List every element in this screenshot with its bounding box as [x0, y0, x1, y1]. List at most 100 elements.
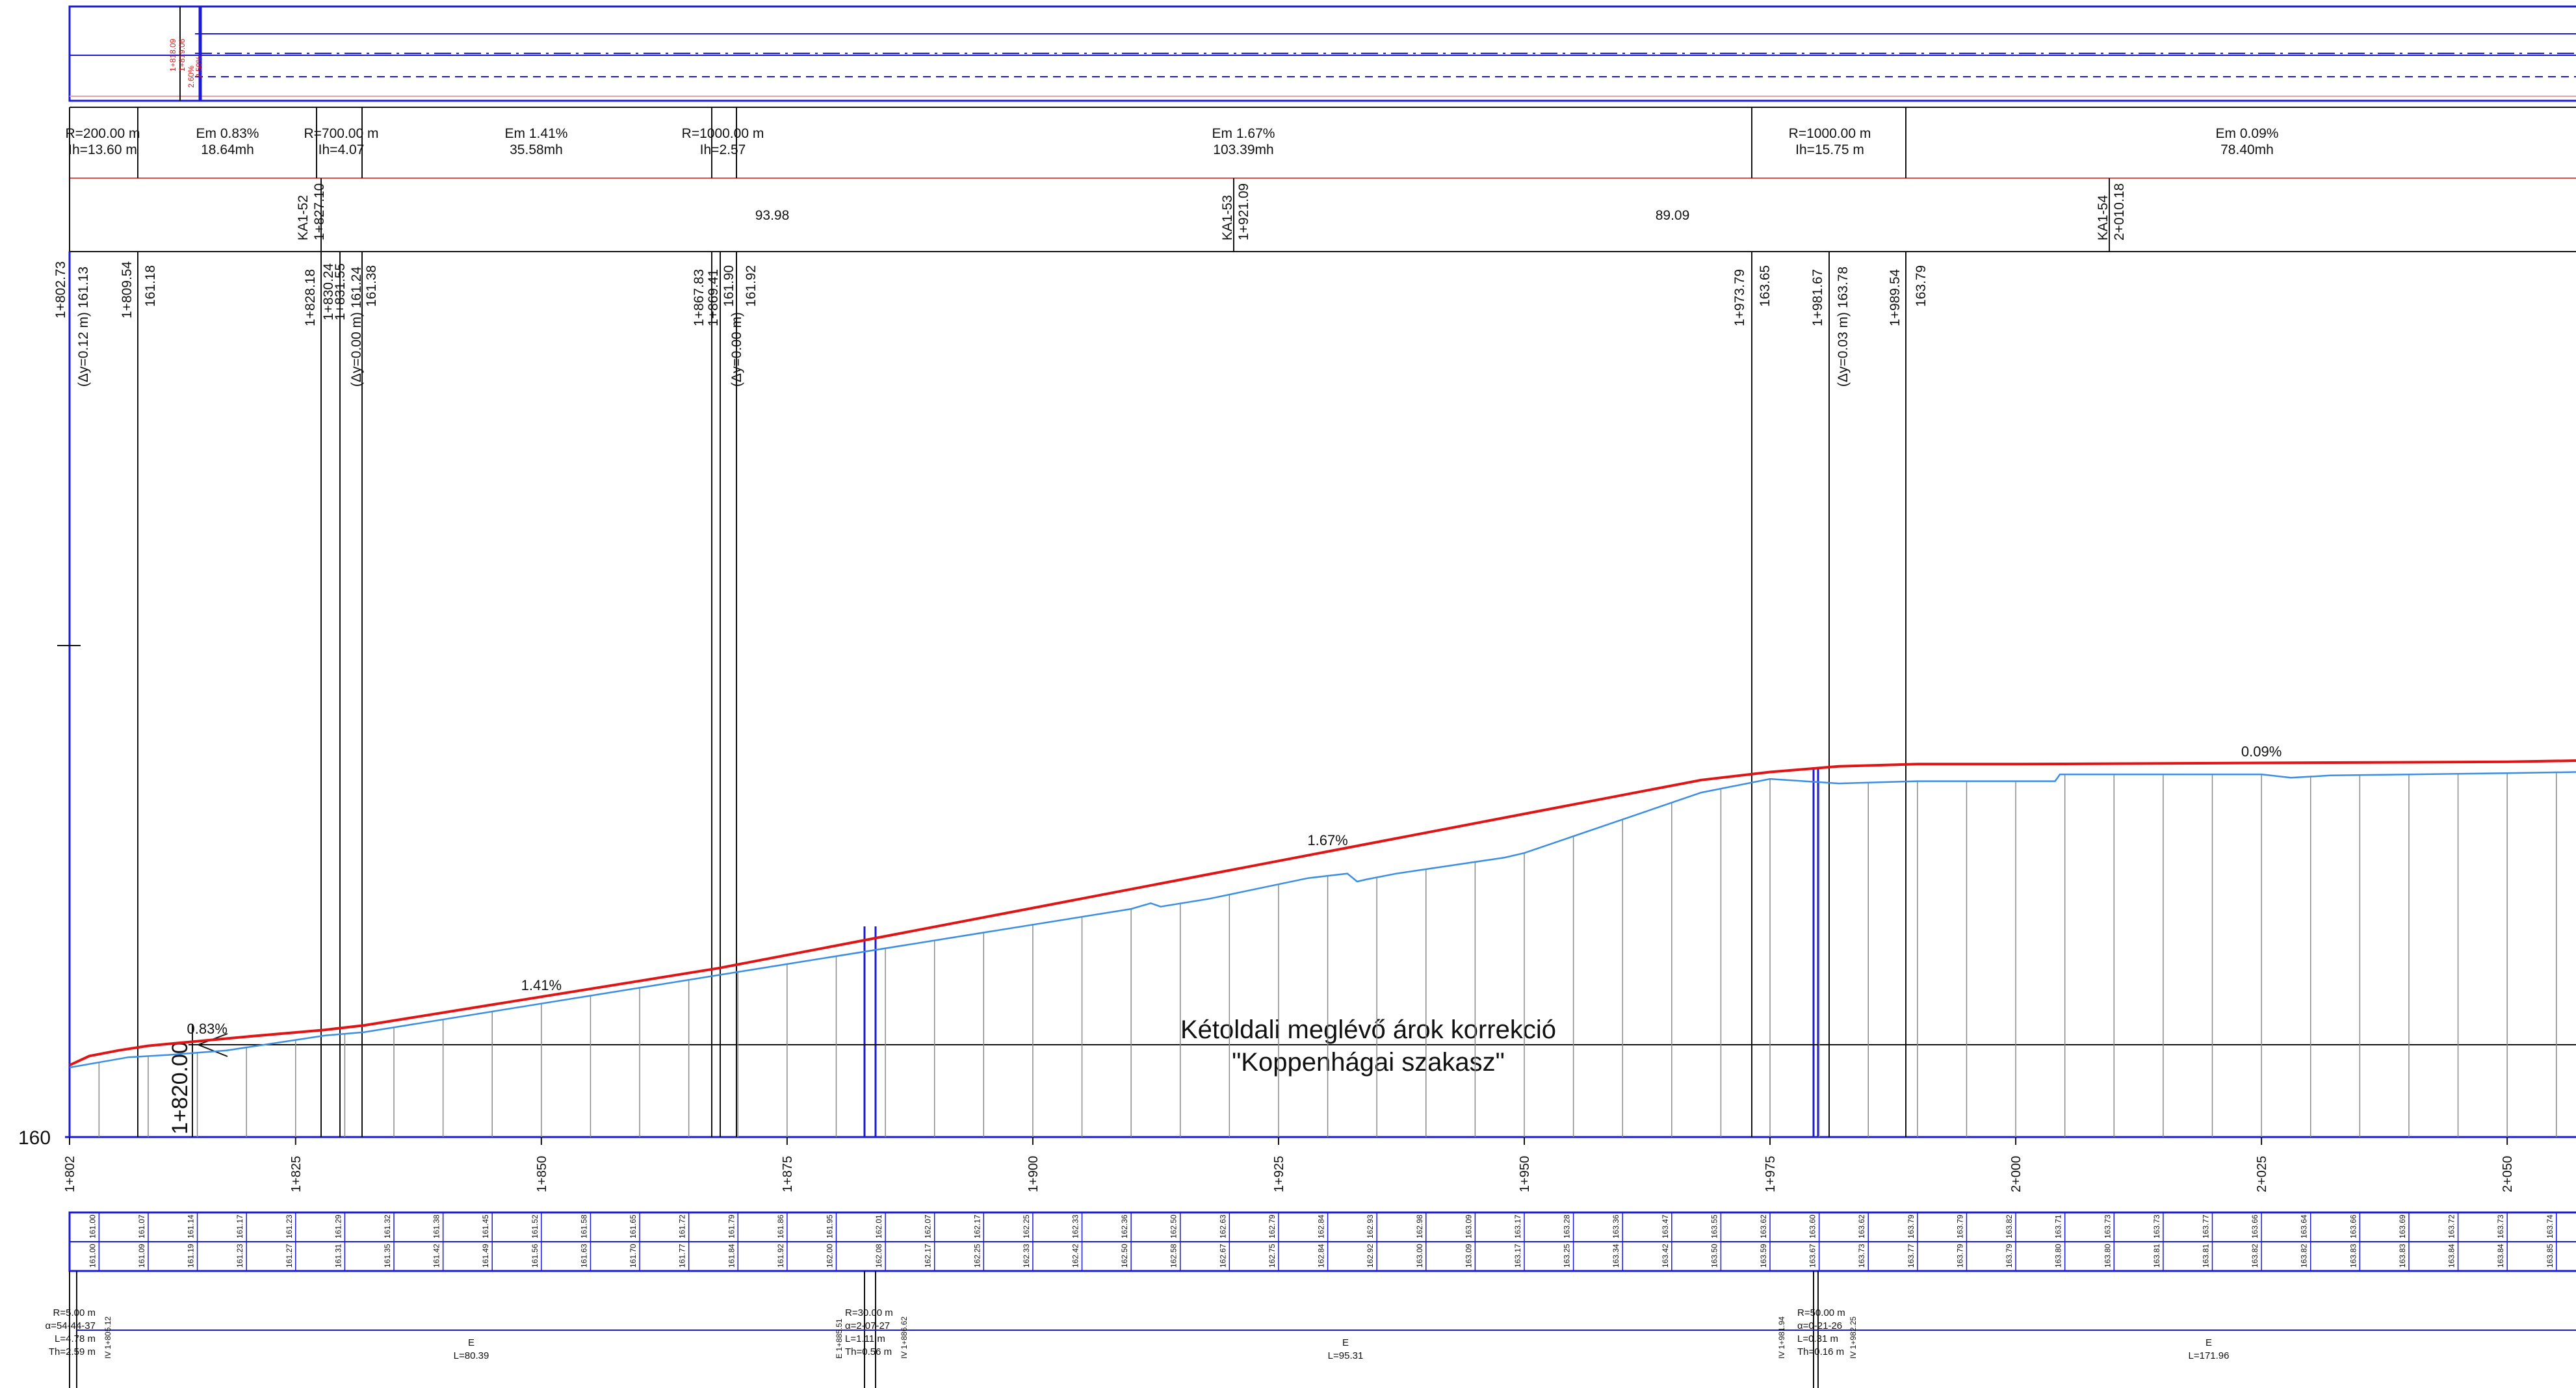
vc-mh: 35.58mh — [510, 142, 563, 157]
grade-labels: 0.83% 1.41% 1.67% 0.09% — [187, 744, 2282, 1038]
band-value-terrain: 162.92 — [1366, 1244, 1375, 1268]
x-tick-label: 1+975 — [1763, 1156, 1778, 1192]
vc-ih: Ih=2.57 — [700, 142, 746, 157]
vc-mh: 103.39mh — [1213, 142, 1273, 157]
vc-radius: R=1000.00 m — [682, 126, 764, 141]
design-grade-line — [69, 759, 2576, 1067]
vc-radius: R=200.00 m — [66, 126, 140, 141]
band-value-terrain: 163.42 — [1661, 1244, 1670, 1268]
band-value-design: 161.00 — [88, 1214, 97, 1238]
point-label: 1+802.73 — [53, 261, 68, 319]
band-value-terrain: 163.80 — [2054, 1244, 2063, 1268]
band-value-terrain: 163.59 — [1759, 1244, 1768, 1268]
band-value-design: 163.73 — [2152, 1214, 2161, 1238]
top-marker-text: 2.50% — [194, 56, 203, 78]
hc-radius: R=5.00 m — [53, 1307, 96, 1318]
point-label: 163.65 — [1758, 265, 1773, 307]
structure-station: 1+827.10 — [312, 183, 327, 241]
band-value-design: 163.77 — [2202, 1214, 2211, 1238]
band-value-design: 162.36 — [1120, 1214, 1129, 1238]
band-value-terrain: 161.92 — [776, 1244, 785, 1268]
band-value-design: 163.69 — [2398, 1214, 2407, 1238]
hc-length: L=4.78 m — [55, 1333, 96, 1344]
section-note-name: "Koppenhágai szakasz" — [1232, 1048, 1505, 1077]
band-value-design: 161.58 — [579, 1214, 588, 1238]
band-value-design: 161.14 — [187, 1214, 196, 1238]
band-value-terrain: 161.00 — [88, 1244, 97, 1268]
hc-length: L=0.31 m — [1797, 1333, 1838, 1344]
band-value-design: 162.17 — [972, 1214, 982, 1238]
band-value-terrain: 161.09 — [137, 1244, 146, 1268]
vertical-curve-band: R=200.00 m Ih=13.60 m Em 0.83% 18.64mh R… — [66, 107, 2576, 254]
vc-ih: Ih=13.60 m — [68, 142, 137, 157]
point-label: 161.92 — [744, 265, 759, 307]
hc-point: IV 1+982.25 — [1849, 1316, 1858, 1359]
band-value-terrain: 161.23 — [235, 1244, 244, 1268]
vc-grade: Em 1.41% — [505, 126, 568, 141]
vc-radius: R=1000.00 m — [1789, 126, 1871, 141]
band-value-terrain: 163.84 — [2496, 1244, 2505, 1268]
band-value-terrain: 162.08 — [874, 1244, 883, 1268]
band-value-design: 162.25 — [1022, 1214, 1031, 1238]
band-value-design: 161.72 — [678, 1214, 687, 1238]
point-label: 1+989.54 — [1888, 269, 1903, 326]
band-value-terrain: 163.80 — [2103, 1244, 2112, 1268]
x-tick-label: 1+875 — [781, 1156, 795, 1192]
hc-radius: R=50.00 m — [1797, 1307, 1845, 1318]
band-value-terrain: 162.33 — [1022, 1244, 1031, 1268]
band-value-design: 161.38 — [432, 1214, 441, 1238]
hc-point: E 1+885.51 — [835, 1318, 844, 1359]
band-value-design: 163.73 — [2103, 1214, 2112, 1238]
vc-grade: Em 0.09% — [2216, 126, 2279, 141]
band-value-terrain: 163.84 — [2447, 1244, 2456, 1268]
band-value-design: 161.79 — [727, 1214, 736, 1238]
band-value-terrain: 162.25 — [972, 1244, 982, 1268]
band-value-design: 162.79 — [1268, 1214, 1277, 1238]
structure-station: 1+921.09 — [1236, 183, 1251, 241]
elevation-cells: 161.00 161.00 161.07 161.09 161.14 161.19 161.… — [88, 1212, 2557, 1271]
tangent-type: E — [1342, 1337, 1349, 1348]
tangent-length: L=80.39 — [454, 1350, 489, 1361]
grade-label: 0.09% — [2241, 744, 2282, 760]
band-value-design: 161.23 — [285, 1214, 294, 1238]
top-marker-text: 2.60% — [187, 66, 196, 88]
band-value-terrain: 161.70 — [629, 1244, 638, 1268]
band-value-terrain: 162.42 — [1071, 1244, 1080, 1268]
top-band: 1+818.09 1+819.06 2.60% 2.50% — [68, 5, 2576, 102]
structure-station: 2+010.18 — [2112, 183, 2127, 241]
band-value-design: 163.62 — [1857, 1214, 1866, 1238]
band-value-terrain: 163.81 — [2152, 1244, 2161, 1268]
band-value-terrain: 163.34 — [1611, 1244, 1620, 1268]
band-value-design: 161.29 — [333, 1214, 343, 1238]
band-value-terrain: 163.77 — [1906, 1244, 1916, 1268]
band-value-design: 161.65 — [629, 1214, 638, 1238]
x-tick-label: 1+925 — [1272, 1156, 1286, 1192]
band-value-design: 162.98 — [1415, 1214, 1424, 1238]
x-tick-label: 1+825 — [289, 1156, 304, 1192]
band-value-terrain: 163.82 — [2250, 1244, 2259, 1268]
band-value-design: 162.84 — [1317, 1214, 1326, 1238]
point-label: 1+869.41 — [706, 269, 721, 326]
band-value-terrain: 162.00 — [825, 1244, 834, 1268]
vc-ih: Ih=4.07 — [319, 142, 365, 157]
section-note: Kétoldali meglévő árok korrekció — [1180, 1015, 1556, 1044]
structure-span: 89.09 — [1656, 208, 1690, 223]
band-value-design: 163.64 — [2300, 1214, 2309, 1238]
band-value-design: 163.79 — [1906, 1214, 1916, 1238]
structures-band: KA1-52 1+827.10 93.98 KA1-53 1+921.09 89… — [70, 178, 2576, 252]
band-value-terrain: 161.42 — [432, 1244, 441, 1268]
point-label: 1+973.79 — [1732, 269, 1747, 326]
tangent-length: L=171.96 — [2189, 1350, 2230, 1361]
band-value-terrain: 163.81 — [2202, 1244, 2211, 1268]
band-value-design: 161.17 — [235, 1214, 244, 1238]
point-label: 1+828.18 — [303, 269, 318, 326]
tangent-length: L=95.31 — [1328, 1350, 1364, 1361]
band-value-terrain: 161.49 — [481, 1244, 490, 1268]
x-tick-label: 1+950 — [1518, 1156, 1532, 1192]
band-value-design: 163.66 — [2250, 1214, 2259, 1238]
band-value-design: 162.63 — [1218, 1214, 1227, 1238]
band-value-design: 163.82 — [2005, 1214, 2014, 1238]
band-value-terrain: 161.63 — [579, 1244, 588, 1268]
band-value-design: 163.73 — [2496, 1214, 2505, 1238]
